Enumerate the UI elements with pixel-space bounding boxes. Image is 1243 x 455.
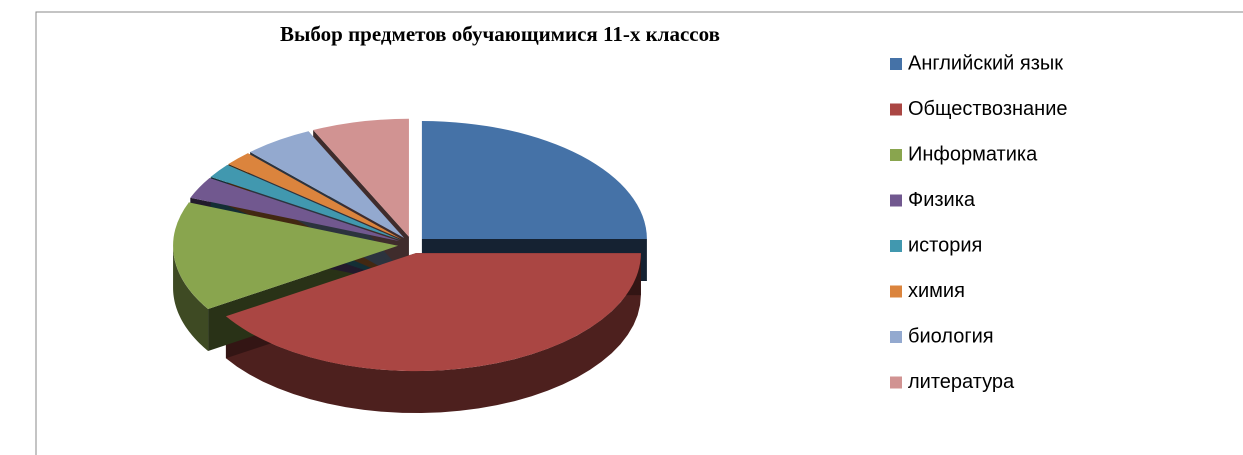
slice [228, 153, 402, 240]
legend-swatch [890, 240, 902, 252]
legend-swatch [890, 58, 902, 70]
legend-label: Английский язык [908, 52, 1063, 74]
legend-label: Информатика [908, 143, 1038, 165]
legend: Английский язык Обществознание Информатика… [890, 52, 1068, 393]
slice [313, 118, 409, 237]
slice-side [173, 245, 209, 352]
legend-swatch [890, 149, 902, 161]
legend-label: Физика [908, 189, 976, 211]
legend-swatch [890, 103, 902, 116]
slice [250, 131, 405, 239]
slice [225, 253, 641, 372]
legend-swatch [890, 376, 902, 389]
slice [190, 177, 400, 242]
pie-tops [173, 118, 647, 372]
chart-title: Выбор предметов обучающимися 11-х классо… [280, 22, 720, 46]
legend-swatch [890, 331, 902, 343]
legend-label: история [908, 234, 982, 256]
legend-label: биология [908, 325, 994, 347]
legend-label: Обществознание [908, 98, 1068, 120]
chart-frame [35, 11, 1243, 455]
slice-side [225, 253, 641, 414]
slice [421, 121, 647, 240]
slice [210, 164, 401, 241]
legend-label: литература [908, 371, 1015, 393]
legend-label: химия [908, 280, 965, 302]
slice [173, 202, 399, 310]
legend-swatch [890, 194, 902, 207]
legend-swatch [890, 285, 902, 298]
